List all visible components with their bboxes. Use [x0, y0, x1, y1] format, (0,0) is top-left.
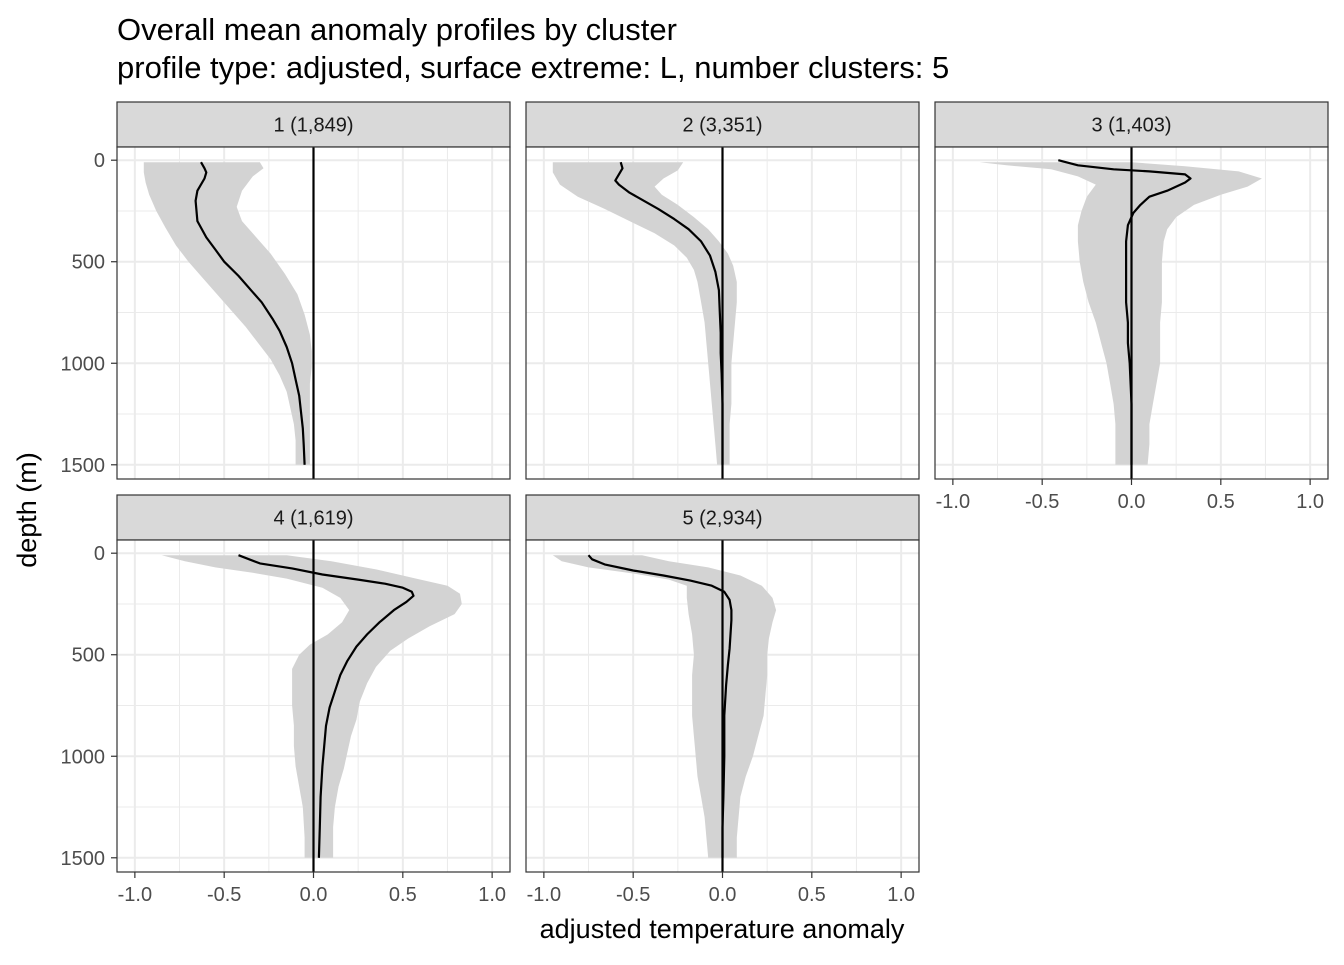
panel-strip — [116, 101, 511, 148]
x-tick-label: 1.0 — [478, 884, 506, 906]
x-tick-label: -0.5 — [207, 884, 241, 906]
x-tick-label: -1.0 — [118, 884, 152, 906]
x-tick-label: 0.0 — [1118, 491, 1146, 513]
ribbon-band — [161, 555, 462, 858]
x-tick-label: -1.0 — [936, 491, 970, 513]
panel-5: 5 (2,934) -1.0 -0.5 0.0 0.5 1.0 — [525, 494, 920, 906]
x-tick-label: -0.5 — [616, 884, 650, 906]
panel-strip-label: 2 (3,351) — [682, 115, 762, 137]
chart-title: Overall mean anomaly profiles by cluster — [117, 12, 677, 47]
ribbon-band — [552, 555, 777, 858]
y-tick-label: 500 — [72, 252, 105, 274]
y-tick-label: 1500 — [61, 848, 106, 870]
panel-1: 1 (1,849) 0 500 1000 1500 — [61, 101, 511, 480]
panel-strip-label: 5 (2,934) — [682, 508, 762, 530]
panel-2: 2 (3,351) — [525, 101, 920, 480]
mean-profile-line — [1058, 159, 1192, 465]
x-tick-label: 0.0 — [300, 884, 328, 906]
x-tick-label: 0.0 — [709, 884, 737, 906]
panel-strip-label: 4 (1,619) — [273, 508, 353, 530]
panel-strip — [116, 494, 511, 541]
y-axis-label: depth (m) — [12, 452, 42, 568]
mean-profile-line — [238, 554, 415, 858]
mean-profile-line — [194, 161, 306, 465]
y-tick-label: 0 — [94, 543, 105, 565]
x-tick-label: 0.5 — [798, 884, 826, 906]
x-tick-label: 1.0 — [1296, 491, 1324, 513]
x-tick-label: 0.5 — [1207, 491, 1235, 513]
y-tick-label: 0 — [94, 150, 105, 172]
y-tick-label: 1500 — [61, 455, 106, 477]
x-tick-label: -0.5 — [1025, 491, 1059, 513]
panel-strip-label: 1 (1,849) — [273, 115, 353, 137]
panel-strip-label: 3 (1,403) — [1091, 115, 1171, 137]
panel-strip — [525, 101, 920, 148]
chart-subtitle: profile type: adjusted, surface extreme:… — [117, 50, 949, 85]
x-tick-label: 1.0 — [887, 884, 915, 906]
y-tick-label: 1000 — [61, 353, 106, 375]
panel-border — [525, 146, 920, 480]
panel-4: 4 (1,619) 0 500 1000 1500 -1.0 -0.5 0.0 0.5 1.0 — [61, 494, 511, 906]
panels-group: 1 (1,849) 0 500 1000 1500 2 (3,351) 3 (1,403) -… — [61, 101, 1329, 906]
panel-strip — [525, 494, 920, 541]
mean-profile-line — [614, 161, 724, 465]
panel-strip — [934, 101, 1329, 148]
ribbon-band — [552, 162, 737, 465]
mean-profile-line — [587, 554, 733, 858]
ribbon-band — [143, 162, 312, 465]
panel-3: 3 (1,403) -1.0 -0.5 0.0 0.5 1.0 — [934, 101, 1329, 513]
ribbon-band — [979, 162, 1262, 465]
y-tick-label: 500 — [72, 645, 105, 667]
x-tick-label: -1.0 — [527, 884, 561, 906]
x-tick-label: 0.5 — [389, 884, 417, 906]
x-axis-label: adjusted temperature anomaly — [540, 914, 905, 944]
panel-border — [116, 146, 511, 480]
y-tick-label: 1000 — [61, 746, 106, 768]
